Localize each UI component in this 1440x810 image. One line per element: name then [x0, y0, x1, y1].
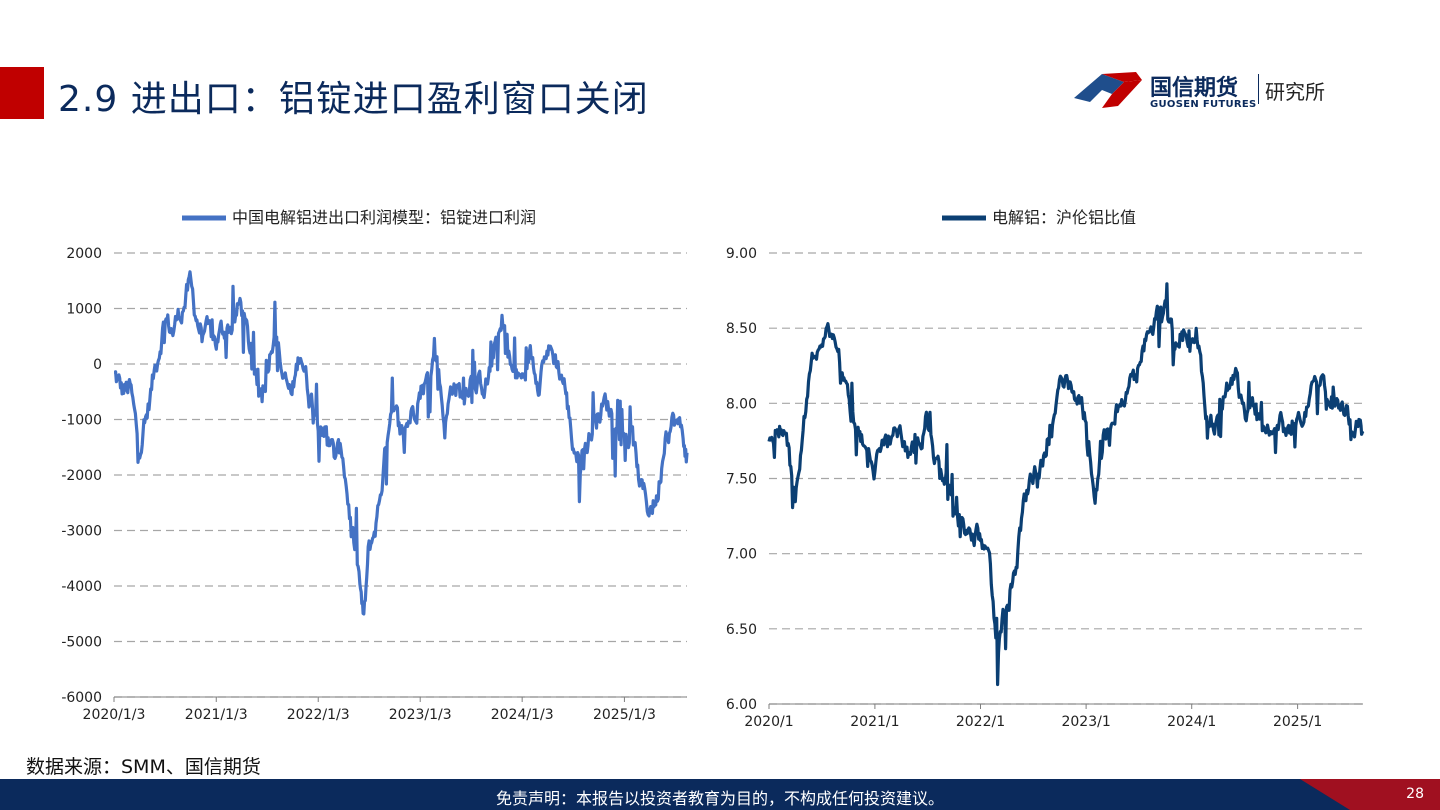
series-line: [113, 270, 689, 616]
x-tick-label: 2022/1/3: [287, 707, 350, 723]
logo-english: GUOSEN FUTURES: [1150, 99, 1257, 110]
y-tick-label: 8.50: [726, 321, 757, 337]
series-line: [767, 282, 1365, 687]
x-tick-label: 2021/1/3: [185, 707, 248, 723]
y-tick-label: 2000: [66, 246, 102, 262]
y-tick-label: 9.00: [726, 246, 757, 262]
y-tick-label: -6000: [61, 690, 102, 706]
y-tick-label: 6.50: [726, 622, 757, 638]
x-tick-label: 2020/1/3: [83, 707, 146, 723]
y-tick-label: -1000: [61, 413, 102, 429]
x-tick-label: 2020/1: [744, 714, 793, 730]
footer-red-corner: [1300, 779, 1440, 810]
x-tick-label: 2025/1/3: [593, 707, 656, 723]
x-tick-label: 2024/1: [1167, 714, 1216, 730]
x-tick-label: 2025/1: [1273, 714, 1322, 730]
x-tick-label: 2023/1: [1061, 714, 1110, 730]
logo-divider: [1258, 74, 1259, 104]
x-tick-label: 2024/1/3: [491, 707, 554, 723]
x-tick-label: 2023/1/3: [389, 707, 452, 723]
x-tick-label: 2021/1: [850, 714, 899, 730]
footer-bar: 免责声明：本报告以投资者教育为目的，不构成任何投资建议。 28: [0, 779, 1440, 810]
title-accent-bar: [0, 67, 44, 119]
y-tick-label: 7.50: [726, 472, 757, 488]
page-title: 2.9 进出口：铝锭进口盈利窗口关闭: [58, 79, 649, 120]
legend-label: 电解铝：沪伦铝比值: [992, 208, 1136, 227]
y-tick-label: -3000: [61, 524, 102, 540]
y-tick-label: 8.00: [726, 396, 757, 412]
y-tick-label: 7.00: [726, 547, 757, 563]
company-logo: 国信期货 GUOSEN FUTURES 研究所: [1072, 66, 1372, 114]
page-number: 28: [1406, 786, 1424, 802]
y-tick-label: 1000: [66, 302, 102, 318]
logo-department: 研究所: [1265, 80, 1325, 104]
legend-label: 中国电解铝进出口利润模型：铝锭进口利润: [232, 208, 536, 227]
data-source: 数据来源：SMM、国信期货: [26, 756, 261, 778]
y-tick-label: 0: [93, 357, 102, 373]
y-tick-label: -5000: [61, 635, 102, 651]
y-tick-label: -2000: [61, 468, 102, 484]
chart-import-profit: 200010000-1000-2000-3000-4000-5000-60002…: [61, 208, 689, 723]
x-tick-label: 2022/1: [956, 714, 1005, 730]
logo-mark-icon: [1074, 72, 1142, 108]
y-tick-label: -4000: [61, 579, 102, 595]
y-tick-label: 6.00: [726, 697, 757, 713]
disclaimer: 免责声明：本报告以投资者教育为目的，不构成任何投资建议。: [495, 789, 944, 808]
logo-name: 国信期货: [1150, 76, 1239, 101]
